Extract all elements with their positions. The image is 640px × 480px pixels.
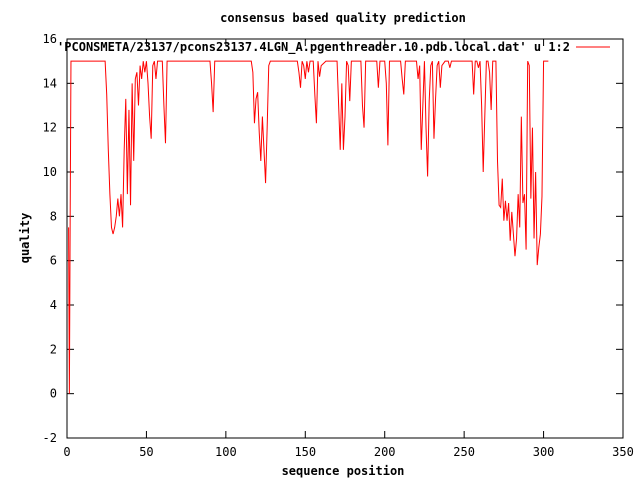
x-tick-label: 150 — [294, 445, 316, 459]
y-axis-label: quality — [18, 213, 32, 264]
y-tick-label: 10 — [43, 165, 57, 179]
series-layer — [68, 60, 549, 394]
x-axis-label: sequence position — [282, 464, 405, 478]
x-tick-label: 50 — [139, 445, 153, 459]
x-tick-label: 300 — [533, 445, 555, 459]
x-tick-label: 0 — [63, 445, 70, 459]
y-tick-label: 6 — [50, 254, 57, 268]
y-tick-label: 14 — [43, 76, 57, 90]
x-tick-label: 100 — [215, 445, 237, 459]
legend: 'PCONSMETA/23137/pcons23137.4LGN_A.pgent… — [57, 40, 610, 55]
plot-frame — [66, 38, 624, 439]
x-tick-label: 350 — [612, 445, 634, 459]
series-line — [68, 60, 549, 394]
chart-title: consensus based quality prediction — [220, 11, 466, 25]
y-tick-label: 0 — [50, 387, 57, 401]
y-tick-label: 8 — [50, 209, 57, 223]
y-tick-label: 12 — [43, 121, 57, 135]
y-tick-label: 16 — [43, 32, 57, 46]
x-tick-label: 200 — [374, 445, 396, 459]
axis-ticks: 0 50 100 150 200 250 300 350 -2 0 2 4 6 8 10 12 14 16 — [43, 32, 634, 459]
y-tick-label: -2 — [43, 431, 57, 445]
y-tick-label: 2 — [50, 342, 57, 356]
y-tick-label: 4 — [50, 298, 57, 312]
legend-series-label: 'PCONSMETA/23137/pcons23137.4LGN_A.pgent… — [57, 40, 570, 55]
x-tick-label: 250 — [453, 445, 475, 459]
